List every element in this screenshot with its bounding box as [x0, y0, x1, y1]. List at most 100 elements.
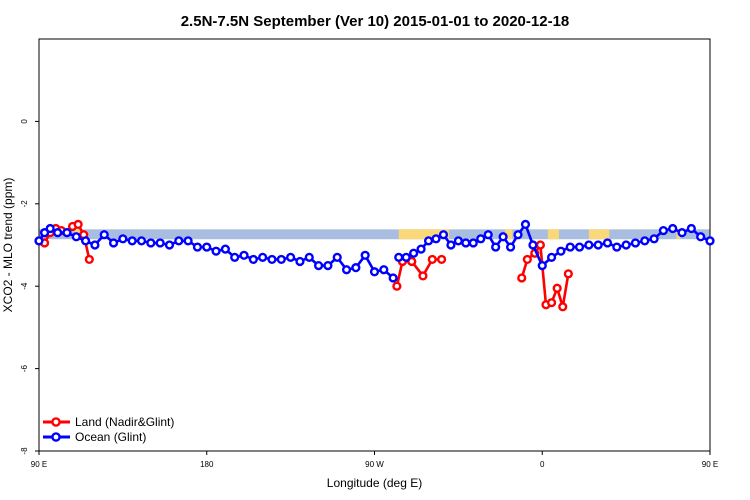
series-1-point-0-32 [323, 261, 333, 271]
legend-land-marker [51, 417, 61, 427]
series-1-point-1-14 [498, 232, 508, 242]
series-1-point-0-13 [146, 238, 156, 248]
band-land-1 [398, 229, 450, 240]
x-axis: 90 E 180 90 W 0 90 E [31, 451, 718, 469]
series-1-point-1-12 [483, 230, 493, 240]
series-0-point-1-0 [392, 281, 402, 291]
series-1-point-1-4 [423, 236, 434, 246]
series-1-point-1-17 [520, 219, 531, 230]
legend-item-ocean: Ocean (Glint) [43, 430, 146, 444]
y-tick-label-1: -2 [20, 200, 29, 208]
series-0-point-1-4 [427, 254, 437, 265]
series-1-point-0-14 [155, 238, 165, 248]
band-land-2 [504, 229, 513, 240]
band-land-3 [547, 229, 560, 240]
series-1-point-1-26 [602, 238, 613, 248]
series-1-point-0-11 [127, 236, 137, 246]
series-1-point-1-6 [438, 230, 449, 240]
x-tick-label-4: 90 E [702, 460, 718, 469]
series-1-point-0-33 [332, 252, 342, 262]
series-1-point-2-0 [705, 236, 715, 246]
series-1-point-0-20 [211, 246, 221, 256]
series-1-point-1-1 [401, 252, 411, 262]
series-1-point-1-10 [468, 238, 478, 248]
series-0-point-2-1 [522, 254, 532, 265]
y-axis: 0 -2 -4 -6 -8 [20, 119, 39, 455]
legend-ocean-label: Ocean (Glint) [75, 430, 146, 444]
series-1-point-0-15 [164, 240, 175, 250]
series-0-point-2-6 [552, 283, 562, 293]
series-1-point-0-21 [220, 244, 230, 254]
y-tick-label-4: -8 [20, 447, 29, 455]
series-1-point-1-28 [621, 240, 631, 250]
series-1-point-0-10 [118, 234, 128, 244]
series-1-point-0-17 [183, 236, 193, 246]
series-1-point-0-8 [99, 230, 109, 240]
series-1-point-0-18 [192, 242, 203, 252]
series-1-point-0-37 [369, 267, 380, 277]
series-1-point-0-16 [174, 236, 184, 246]
series-1 [34, 219, 715, 283]
series-1-point-1-34 [677, 228, 687, 238]
series-1-point-0-6 [80, 236, 91, 246]
series-1-point-0-27 [276, 254, 286, 265]
series-0-point-2-8 [563, 269, 573, 279]
series-1-point-0-28 [286, 252, 296, 262]
y-tick-label-3: -6 [20, 364, 29, 372]
series-1-point-1-21 [556, 246, 566, 256]
series-1-point-1-24 [584, 240, 594, 250]
legend-ocean-marker [51, 432, 61, 442]
series-0-point-2-0 [517, 273, 527, 283]
series-1-point-0-2 [45, 223, 55, 234]
band-ocean [39, 229, 710, 240]
chart-title: 2.5N-7.5N September (Ver 10) 2015-01-01 … [181, 13, 570, 30]
x-tick-label-2: 90 W [365, 460, 384, 469]
series-1-point-1-8 [453, 236, 463, 246]
series-1-point-0-3 [53, 228, 63, 238]
legend-item-land: Land (Nadir&Glint) [43, 415, 174, 429]
y-tick-label-0: 0 [20, 119, 29, 124]
series-1-point-1-36 [696, 232, 706, 242]
series-1-point-0-5 [71, 232, 81, 242]
series-1-point-1-25 [593, 240, 603, 250]
series-1-point-0-39 [388, 273, 398, 283]
series-1-point-0-30 [304, 252, 314, 262]
series-1-point-1-16 [513, 230, 523, 240]
series-0-point-0-7 [73, 219, 83, 230]
legend: Land (Nadir&Glint) Ocean (Glint) [43, 415, 174, 444]
y-axis-label: XCO2 - MLO trend (ppm) [1, 178, 15, 313]
series-1-point-1-13 [491, 242, 501, 252]
series-1-point-0-24 [248, 254, 258, 265]
series-1-point-1-22 [565, 242, 575, 252]
series-1-point-1-18 [528, 240, 538, 250]
series-0-point-1-3 [418, 271, 428, 281]
series-1-point-1-7 [446, 240, 456, 250]
series-1-point-0-36 [360, 250, 370, 260]
series-1-point-0-34 [341, 265, 352, 275]
series-1-point-1-3 [416, 244, 426, 254]
series-1-point-1-30 [640, 236, 650, 246]
series-1-point-1-33 [668, 223, 678, 234]
series-1-point-0-25 [258, 252, 268, 262]
series-1-point-0-38 [379, 265, 389, 275]
series-layer [34, 219, 715, 312]
series-1-point-0-7 [90, 240, 100, 250]
series-1-point-1-11 [476, 234, 486, 244]
series-1-point-1-2 [409, 248, 419, 258]
series-1-point-1-5 [431, 234, 441, 244]
band-land-4 [588, 229, 610, 240]
series-0-point-1-5 [437, 254, 447, 265]
series-1-point-1-20 [546, 252, 557, 262]
y-tick-label-2: -4 [20, 282, 29, 290]
series-1-point-1-32 [658, 225, 669, 236]
x-axis-label: Longitude (deg E) [327, 476, 422, 490]
series-1-point-0-0 [34, 236, 44, 246]
series-1-point-0-12 [136, 236, 147, 246]
series-1-point-0-22 [230, 252, 240, 262]
series-1-point-0-31 [313, 261, 324, 271]
series-1-point-1-19 [537, 261, 547, 271]
series-1-point-1-9 [461, 238, 471, 248]
series-1-point-0-35 [351, 263, 361, 273]
series-1-point-0-23 [239, 250, 249, 260]
